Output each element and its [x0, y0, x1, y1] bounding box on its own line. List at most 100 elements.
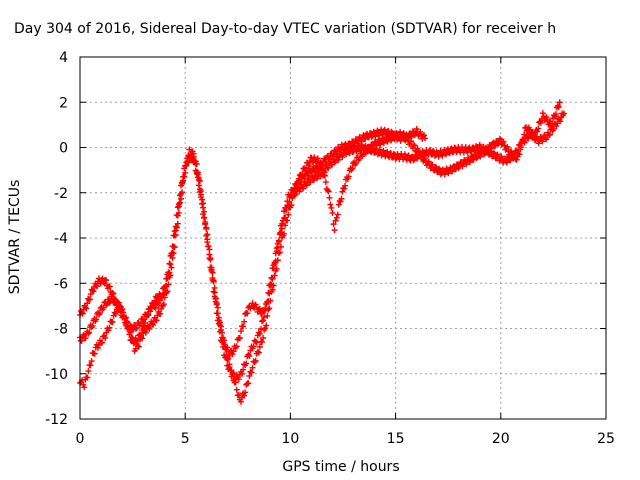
data-point [498, 153, 505, 160]
data-point [164, 288, 171, 295]
data-point [233, 343, 240, 350]
y-tick-label: 2 [59, 95, 68, 111]
data-point [82, 335, 89, 342]
y-tick-label: 4 [59, 50, 68, 66]
data-point [104, 300, 111, 307]
data-point [443, 165, 450, 172]
data-point [250, 343, 257, 350]
data-point [263, 322, 270, 329]
data-point [134, 337, 141, 344]
data-point [463, 161, 470, 168]
data-point [476, 141, 483, 148]
data-point [210, 278, 217, 285]
data-point [292, 185, 299, 192]
data-point [200, 200, 207, 207]
data-point [240, 366, 247, 373]
data-point [86, 329, 93, 336]
data-point [361, 135, 368, 142]
y-tick-label: 0 [59, 141, 68, 157]
data-point [400, 130, 407, 137]
data-point [283, 207, 290, 214]
data-point [270, 262, 277, 269]
data-point [125, 325, 132, 332]
data-point [209, 275, 216, 282]
data-point [408, 138, 415, 145]
data-point [132, 325, 139, 332]
data-point [264, 298, 271, 305]
data-point [84, 300, 91, 307]
series-1 [77, 110, 567, 383]
data-point [204, 231, 211, 238]
data-point [240, 323, 247, 330]
data-point [164, 275, 171, 282]
data-point [517, 146, 524, 153]
data-point [546, 131, 553, 138]
data-point [358, 141, 365, 148]
data-point [269, 265, 276, 272]
data-point [229, 351, 236, 358]
data-point [196, 177, 203, 184]
data-series [77, 99, 567, 405]
data-point [175, 203, 182, 210]
data-point [182, 169, 189, 176]
data-point [557, 118, 564, 125]
data-point [256, 343, 263, 350]
data-point [277, 243, 284, 250]
data-point [326, 194, 333, 201]
data-point [197, 187, 204, 194]
data-point [109, 319, 116, 326]
data-point [82, 304, 89, 311]
data-point [531, 135, 538, 142]
data-point [142, 319, 149, 326]
data-point [212, 296, 219, 303]
data-point [177, 195, 184, 202]
data-point [89, 287, 96, 294]
data-point [273, 245, 280, 252]
data-point [256, 305, 263, 312]
data-point [267, 281, 274, 288]
data-point [85, 368, 92, 375]
data-point [556, 99, 563, 106]
data-point [239, 370, 246, 377]
data-point [264, 312, 271, 319]
data-point [411, 142, 418, 149]
data-point [243, 360, 250, 367]
data-point [281, 230, 288, 237]
data-point [310, 163, 317, 170]
data-point [404, 134, 411, 141]
data-point [285, 211, 292, 218]
data-point [258, 318, 265, 325]
data-point [277, 229, 284, 236]
data-point [331, 147, 338, 154]
data-point [237, 328, 244, 335]
data-point [349, 165, 356, 172]
data-point [252, 301, 259, 308]
data-point [410, 157, 417, 164]
data-point [258, 339, 265, 346]
data-point [433, 164, 440, 171]
data-point [304, 172, 311, 179]
x-tick-label: 10 [281, 431, 299, 447]
data-point [214, 304, 221, 311]
x-tick-label: 20 [492, 431, 510, 447]
data-point [288, 202, 295, 209]
axis-ticks: 0 5 10 15 20 25 -12 -10 -8 -6 -4 -2 0 2 4 [45, 50, 615, 447]
y-tick-label: -2 [54, 186, 68, 202]
y-tick-label: -8 [54, 322, 68, 338]
data-point [543, 136, 550, 143]
data-point [160, 291, 167, 298]
data-point [502, 158, 509, 165]
data-point [192, 158, 199, 165]
data-point [315, 159, 322, 166]
data-point [225, 355, 232, 362]
data-point [109, 289, 116, 296]
data-point [202, 220, 209, 227]
data-point [162, 283, 169, 290]
data-point [282, 214, 289, 221]
data-point [169, 249, 176, 256]
data-point [255, 349, 262, 356]
x-axis-title: GPS time / hours [282, 459, 399, 475]
data-point [252, 338, 259, 345]
data-point [268, 274, 275, 281]
chart-title: Day 304 of 2016, Sidereal Day-to-day VTE… [14, 21, 556, 37]
